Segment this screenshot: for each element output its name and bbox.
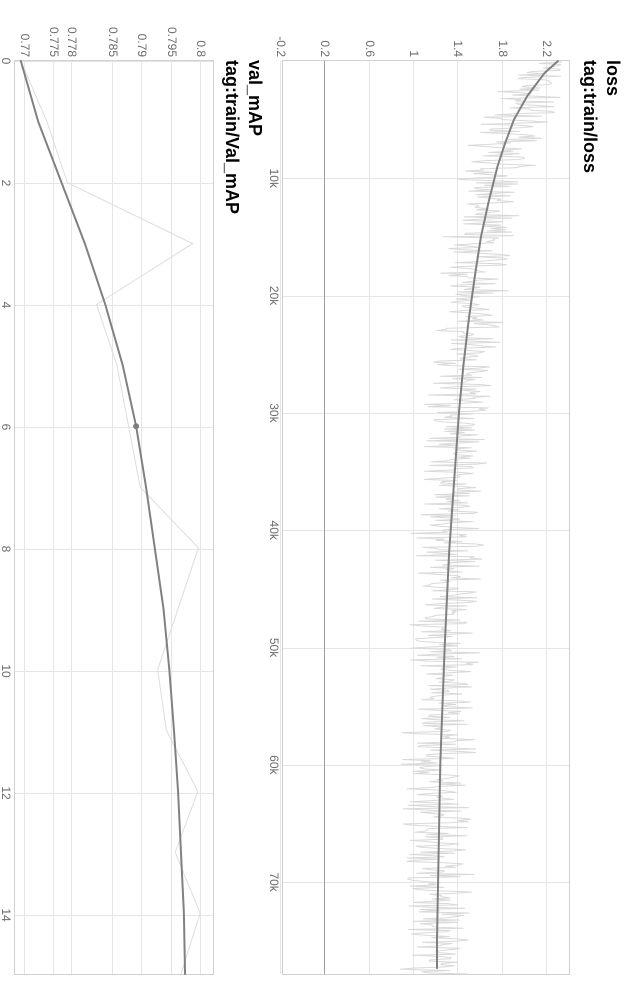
xtick-label: 10 — [0, 664, 15, 677]
valmap-title-line1: val_mAP — [243, 60, 266, 214]
xtick-label: 10k — [267, 169, 283, 188]
ytick-label: 1.8 — [496, 40, 510, 61]
xtick-label: 6 — [0, 424, 15, 431]
xtick-label: 0 — [0, 58, 15, 65]
ytick-label: 1.4 — [451, 40, 465, 61]
ytick-label: 0.795 — [165, 27, 179, 61]
loss-noisy-line — [400, 61, 561, 974]
valmap-marker-dot — [133, 423, 139, 429]
valmap-plot-area: 0.770.7750.7780.7850.790.7950.8024681012… — [14, 60, 214, 975]
gridline-y — [280, 61, 281, 974]
xtick-label: 40k — [267, 521, 283, 540]
loss-title-line2: tag:train/loss — [577, 60, 600, 173]
xtick-label: 30k — [267, 403, 283, 422]
xtick-label: 4 — [0, 302, 15, 309]
valmap-raw-line — [21, 61, 200, 974]
ytick-label: 0.775 — [47, 27, 61, 61]
loss-smooth-line — [437, 61, 558, 968]
series-svg — [15, 61, 213, 974]
ytick-label: 1 — [407, 50, 421, 61]
valmap-title: val_mAP tag:train/Val_mAP — [219, 60, 266, 214]
xtick-label: 50k — [267, 638, 283, 657]
xtick-label: 8 — [0, 546, 15, 553]
valmap-title-line2: tag:train/Val_mAP — [219, 60, 242, 214]
xtick-label: 12 — [0, 786, 15, 799]
xtick-label: 20k — [267, 286, 283, 305]
ytick-label: -0.2 — [274, 36, 288, 61]
series-svg — [283, 61, 569, 974]
loss-plot-area: -0.20.20.611.41.82.210k20k30k40k50k60k70… — [282, 60, 570, 975]
loss-title: loss tag:train/loss — [577, 60, 624, 173]
ytick-label: 0.2 — [318, 40, 332, 61]
loss-title-line1: loss — [601, 60, 624, 173]
ytick-label: 0.778 — [65, 27, 79, 61]
ytick-label: 0.6 — [363, 40, 377, 61]
ytick-label: 0.785 — [106, 27, 120, 61]
xtick-label: 70k — [267, 872, 283, 891]
ytick-label: 2.2 — [540, 40, 554, 61]
ytick-label: 0.79 — [135, 34, 149, 61]
ytick-label: 0.8 — [194, 40, 208, 61]
xtick-label: 14 — [0, 908, 15, 921]
valmap-smooth-line — [21, 61, 185, 974]
ytick-label: 0.77 — [18, 34, 32, 61]
rotated-stage: loss tag:train/loss -0.20.20.611.41.82.2… — [0, 0, 632, 1000]
xtick-label: 60k — [267, 755, 283, 774]
xtick-label: 2 — [0, 180, 15, 187]
